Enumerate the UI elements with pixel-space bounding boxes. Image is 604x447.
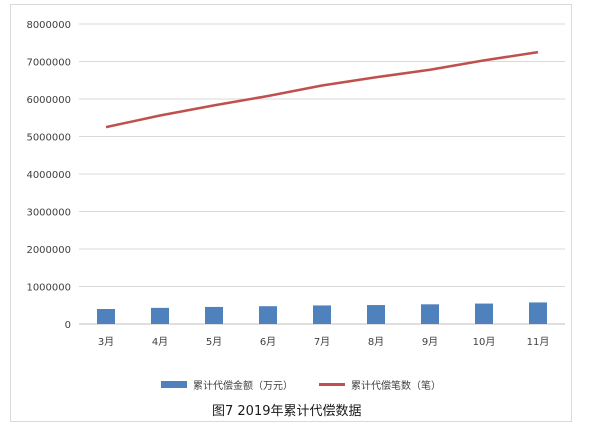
chart-legend: 累计代偿金额（万元） 累计代偿笔数（笔） [161, 377, 441, 392]
y-tick-label: 3000000 [26, 208, 71, 219]
series-line [105, 50, 539, 129]
y-tick-label: 4000000 [26, 170, 71, 181]
x-tick-label: 7月 [314, 336, 330, 348]
x-tick-label: 5月 [206, 336, 222, 348]
x-tick-label: 8月 [368, 336, 384, 348]
legend-swatch-line [319, 382, 345, 386]
bar [313, 305, 331, 324]
chart-frame: 0 1000000 2000000 3000000 4000000 5000000 6000… [10, 4, 572, 422]
x-tick-label: 6月 [260, 336, 276, 348]
figure-caption-text: 图7 2019年累计代偿数据 [212, 404, 362, 419]
bar [529, 302, 547, 324]
y-tick-label: 5000000 [26, 133, 71, 144]
y-tick-label: 8000000 [26, 20, 71, 31]
y-tick-label: 6000000 [26, 95, 71, 106]
bar [205, 306, 223, 324]
bar [421, 304, 439, 324]
y-tick-label: 2000000 [26, 245, 71, 256]
y-tick-label: 0 [65, 320, 71, 331]
bar [367, 305, 385, 324]
bar [151, 307, 169, 324]
y-tick-label: 7000000 [26, 58, 71, 69]
bar [97, 309, 115, 324]
x-tick-label: 3月 [98, 336, 114, 348]
bar [475, 303, 493, 324]
legend-item-bar: 累计代偿金额（万元） [161, 377, 293, 392]
x-tick-label: 4月 [152, 336, 168, 348]
legend-item-line: 累计代偿笔数（笔） [319, 377, 441, 392]
x-tick-label: 9月 [422, 336, 438, 348]
legend-label-line: 累计代偿笔数（笔） [351, 380, 441, 392]
y-tick-label: 1000000 [26, 283, 71, 294]
chart-plot: 0 1000000 2000000 3000000 4000000 5000000 6000… [26, 20, 565, 348]
x-tick-label: 11月 [527, 336, 550, 348]
legend-label-bar: 累计代偿金额（万元） [193, 380, 293, 392]
bar [259, 306, 277, 324]
legend-swatch-bar [161, 380, 187, 388]
x-tick-label: 10月 [473, 336, 496, 348]
